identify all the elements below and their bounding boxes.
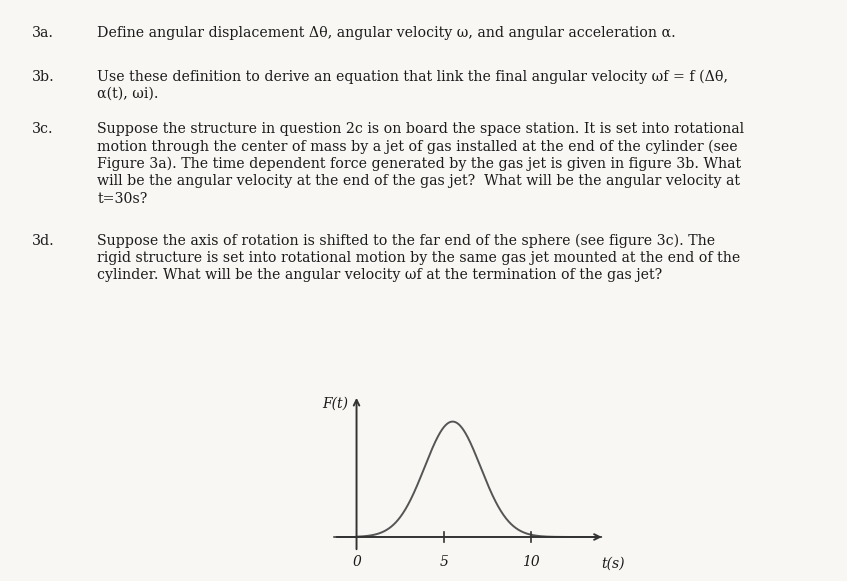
Text: 3b.: 3b. [32,70,55,84]
Text: will be the angular velocity at the end of the gas jet?  What will be the angula: will be the angular velocity at the end … [97,174,740,188]
Text: Suppose the axis of rotation is shifted to the far end of the sphere (see figure: Suppose the axis of rotation is shifted … [97,234,716,248]
Text: 3c.: 3c. [32,122,54,136]
Text: t(s): t(s) [601,557,624,571]
Text: cylinder. What will be the angular velocity ωf at the termination of the gas jet: cylinder. What will be the angular veloc… [97,268,662,282]
Text: t=30s?: t=30s? [97,192,147,206]
Text: 3a.: 3a. [32,26,54,40]
Text: 5: 5 [440,555,448,569]
Text: rigid structure is set into rotational motion by the same gas jet mounted at the: rigid structure is set into rotational m… [97,251,740,265]
Text: Define angular displacement Δθ, angular velocity ω, and angular acceleration α.: Define angular displacement Δθ, angular … [97,26,676,40]
Text: 10: 10 [523,555,540,569]
Text: Use these definition to derive an equation that link the final angular velocity : Use these definition to derive an equati… [97,70,728,84]
Text: 3d.: 3d. [32,234,55,248]
Text: Suppose the structure in question 2c is on board the space station. It is set in: Suppose the structure in question 2c is … [97,122,745,136]
Text: motion through the center of mass by a jet of gas installed at the end of the cy: motion through the center of mass by a j… [97,139,738,154]
Text: Figure 3a). The time dependent force generated by the gas jet is given in figure: Figure 3a). The time dependent force gen… [97,157,741,171]
Text: 0: 0 [352,555,361,569]
Text: F(t): F(t) [322,396,348,410]
Text: α(t), ωi).: α(t), ωi). [97,87,159,101]
